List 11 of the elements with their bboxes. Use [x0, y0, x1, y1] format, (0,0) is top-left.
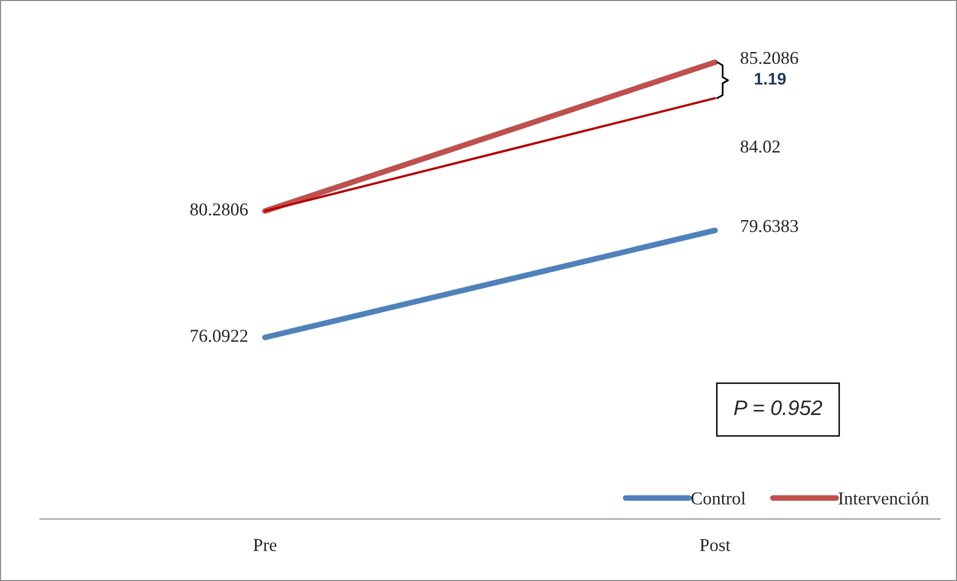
data-label: 80.2806	[190, 203, 248, 216]
annotation: 1.19	[754, 72, 786, 85]
data-label: 85.2086	[740, 52, 798, 64]
text: P = 0.952	[734, 400, 822, 416]
x-tick-label: Post	[700, 539, 730, 552]
data-label: 76.0922	[190, 330, 248, 342]
legend-label: Control	[691, 492, 746, 504]
data-label: 79.6383	[741, 220, 798, 232]
x-tick-label: Pre	[253, 539, 276, 552]
legend-label: Intervención	[838, 492, 929, 504]
data-label: 84.02	[740, 140, 780, 153]
